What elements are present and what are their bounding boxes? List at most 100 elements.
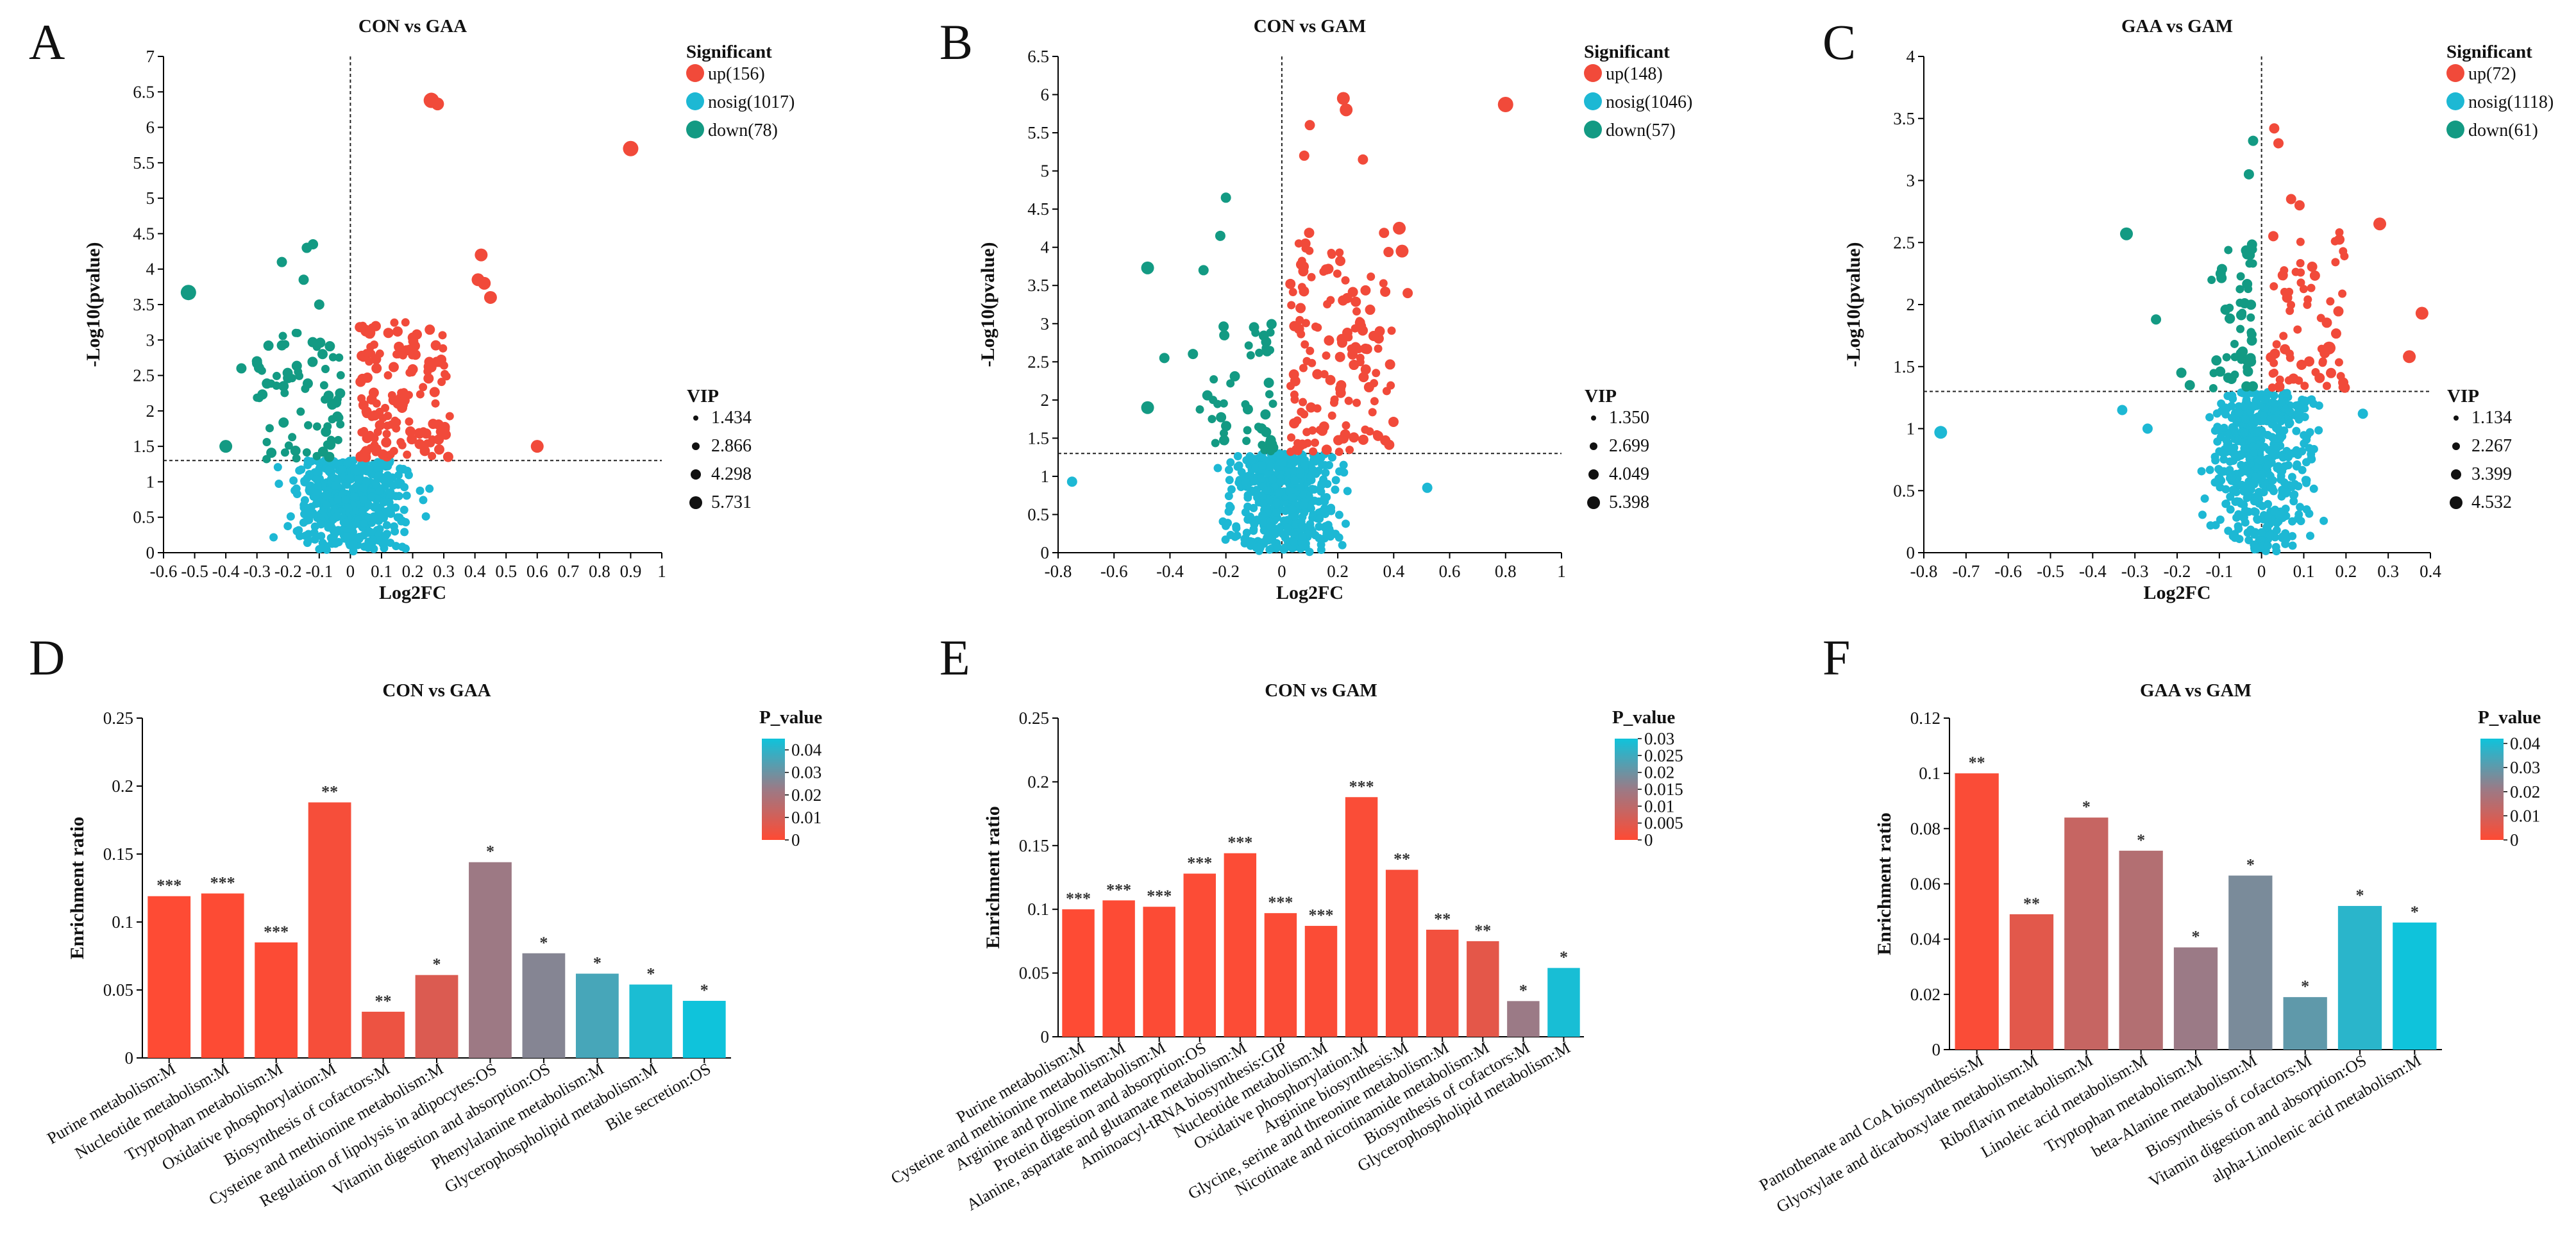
down-point	[1215, 230, 1225, 241]
up-point	[1290, 390, 1299, 399]
down-point	[2238, 308, 2247, 317]
y-tick-label: 5.5	[1027, 123, 1049, 142]
down-point	[333, 435, 342, 444]
nosig-point	[1066, 476, 1077, 487]
significance-label: ***	[1309, 906, 1334, 925]
up-point	[396, 438, 405, 447]
legend-down-swatch	[2446, 121, 2464, 138]
up-point	[1309, 447, 1318, 456]
down-point	[2220, 305, 2231, 315]
y-tick-label: 4	[1907, 47, 1915, 66]
nosig-point	[2302, 478, 2311, 487]
vip-size-label: 1.350	[1609, 408, 1649, 428]
up-point	[388, 362, 399, 373]
nosig-point	[1259, 518, 1268, 527]
vip-size-label: 5.398	[1609, 492, 1649, 512]
nosig-point	[359, 483, 368, 492]
down-point	[272, 381, 281, 390]
down-point	[326, 452, 335, 461]
up-point	[1301, 319, 1310, 328]
significance-label: ***	[1227, 834, 1252, 852]
nosig-point	[2250, 507, 2259, 516]
significance-label: *	[2192, 928, 2200, 946]
nosig-point	[312, 499, 321, 508]
nosig-point	[2240, 428, 2249, 437]
down-point	[2243, 169, 2254, 180]
up-point	[1322, 351, 1331, 360]
nosig-point	[1256, 544, 1265, 553]
nosig-point	[2228, 391, 2237, 400]
nosig-point	[373, 503, 382, 512]
y-tick-label: 0.06	[1910, 875, 1940, 894]
x-tick-label: -0.1	[305, 562, 333, 581]
down-point	[1268, 399, 1277, 408]
volcano-plot-a: CON vs GAA -0.6 -0.5 -0.4 -0.3 -0.2 -0.1 0 0.1 0.…	[83, 16, 795, 603]
up-point	[2307, 283, 2316, 292]
up-point	[1329, 398, 1338, 407]
up-point	[2269, 358, 2278, 367]
down-point	[1202, 390, 1213, 401]
up-point	[1285, 278, 1296, 289]
nosig-point	[2232, 513, 2241, 522]
significance-label: **	[1969, 753, 1985, 772]
y-tick-label: 0	[125, 1048, 134, 1068]
nosig-point	[2294, 408, 2303, 417]
up-point	[623, 140, 639, 156]
nosig-point	[1308, 485, 1317, 494]
up-point	[383, 371, 392, 380]
nosig-point	[2288, 532, 2297, 541]
up-point	[381, 437, 392, 448]
up-point	[2268, 231, 2278, 242]
up-point	[2303, 295, 2312, 304]
up-point	[442, 372, 451, 381]
up-point	[371, 448, 380, 457]
up-point	[1293, 416, 1302, 425]
down-point	[1243, 426, 1252, 435]
legend-title: Significant	[686, 42, 772, 62]
nosig-point	[419, 496, 428, 505]
nosig-point	[1343, 487, 1352, 496]
up-point	[484, 290, 497, 304]
x-tick-label: -0.6	[1994, 562, 2022, 581]
nosig-point	[2289, 497, 2298, 506]
significance-label: **	[375, 992, 392, 1010]
nosig-point	[2285, 449, 2294, 458]
nosig-point	[2282, 487, 2291, 496]
down-point	[292, 454, 301, 463]
up-point	[1298, 266, 1309, 277]
nosig-point	[2274, 423, 2283, 432]
y-tick-label: 0.1	[1027, 900, 1049, 919]
nosig-point	[1257, 474, 1266, 483]
y-tick-label: 0.2	[1027, 772, 1049, 791]
up-point	[2296, 278, 2305, 287]
down-point	[1213, 399, 1222, 408]
nosig-point	[1275, 488, 1284, 497]
nosig-point	[310, 528, 319, 537]
nosig-point	[2219, 423, 2228, 432]
up-point	[1324, 335, 1334, 346]
down-point	[295, 371, 304, 380]
up-point	[2277, 270, 2288, 281]
nosig-point	[2309, 484, 2318, 493]
nosig-point	[2237, 388, 2246, 397]
down-point	[1219, 429, 1228, 438]
nosig-point	[1288, 505, 1297, 514]
nosig-point	[398, 465, 407, 474]
down-point	[1260, 446, 1269, 455]
vip-size-label: 4.532	[2471, 492, 2512, 512]
significance-label: **	[2023, 894, 2040, 913]
nosig-point	[330, 481, 339, 490]
nosig-point	[1322, 529, 1331, 538]
enrichment-bar	[2119, 850, 2163, 1050]
nosig-point	[1243, 502, 1252, 511]
y-axis-label: Enrichment ratio	[67, 817, 88, 959]
colorbar-tick-label: 0.01	[1644, 796, 1674, 816]
up-point	[1287, 433, 1296, 442]
down-point	[1242, 437, 1251, 446]
nosig-point	[1224, 465, 1233, 474]
enrichment-bar	[469, 862, 512, 1058]
y-tick-label: 0	[1041, 543, 1050, 562]
significance-label: **	[1474, 921, 1491, 940]
down-point	[2244, 368, 2253, 377]
down-point	[1216, 412, 1227, 423]
